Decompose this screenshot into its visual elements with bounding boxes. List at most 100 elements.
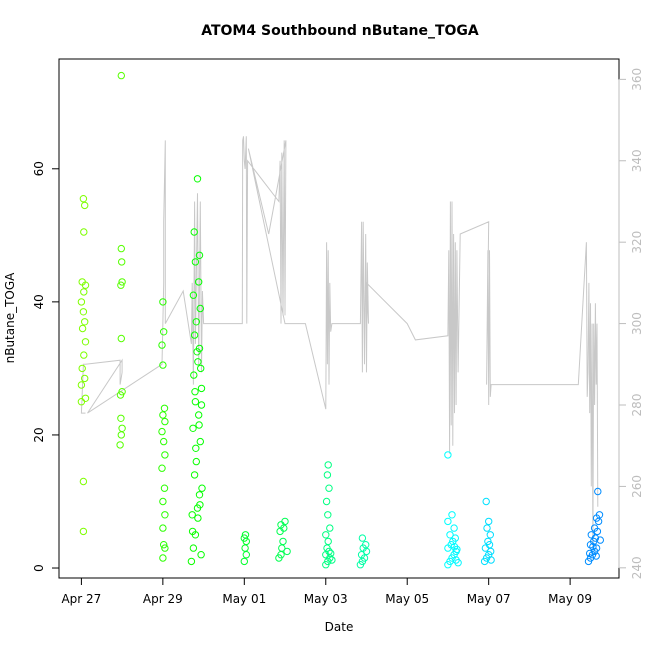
data-point bbox=[357, 551, 366, 559]
data-point bbox=[118, 388, 126, 396]
data-point bbox=[197, 551, 205, 559]
data-point bbox=[322, 531, 330, 539]
data-point bbox=[197, 364, 205, 373]
y-tick-label: 40 bbox=[32, 294, 46, 309]
data-point bbox=[448, 511, 456, 519]
data-point bbox=[161, 451, 169, 459]
data-point bbox=[283, 547, 291, 556]
data-point bbox=[482, 497, 490, 506]
y-right-tick-label: 260 bbox=[630, 475, 644, 498]
data-point bbox=[159, 361, 167, 369]
y-right-tick-label: 240 bbox=[630, 556, 644, 579]
x-tick-label: May 09 bbox=[548, 592, 592, 606]
series-line bbox=[80, 136, 599, 548]
data-point bbox=[322, 497, 331, 506]
data-point bbox=[192, 457, 201, 466]
data-point bbox=[586, 549, 594, 558]
data-point bbox=[190, 371, 198, 379]
data-point bbox=[197, 401, 206, 409]
data-point bbox=[117, 244, 126, 253]
data-point bbox=[161, 544, 169, 552]
data-point bbox=[118, 424, 126, 432]
data-point bbox=[195, 421, 203, 429]
data-point bbox=[78, 364, 86, 373]
data-point bbox=[241, 544, 249, 552]
data-point bbox=[193, 348, 201, 356]
data-point bbox=[324, 461, 332, 469]
x-tick-label: May 03 bbox=[304, 592, 348, 606]
data-point bbox=[160, 437, 168, 446]
data-point bbox=[159, 411, 167, 419]
data-point bbox=[323, 471, 332, 479]
y-right-tick-label: 320 bbox=[630, 231, 644, 254]
data-point bbox=[279, 537, 287, 546]
data-point bbox=[117, 431, 126, 439]
data-point bbox=[190, 471, 199, 479]
data-point bbox=[81, 394, 90, 402]
data-point bbox=[188, 511, 196, 519]
data-point bbox=[161, 511, 169, 519]
x-tick-label: May 05 bbox=[385, 592, 429, 606]
data-point bbox=[117, 414, 125, 422]
data-point bbox=[80, 351, 88, 359]
data-point bbox=[481, 544, 490, 552]
y-axis-label: nButane_TOGA bbox=[3, 272, 17, 364]
y-tick-label: 20 bbox=[32, 427, 46, 442]
data-point bbox=[595, 511, 604, 519]
data-point bbox=[159, 497, 167, 506]
data-point bbox=[80, 288, 88, 296]
data-point bbox=[454, 559, 462, 567]
y-tick-label: 60 bbox=[32, 161, 46, 176]
data-point bbox=[450, 524, 458, 532]
data-point bbox=[77, 298, 86, 306]
x-axis: Apr 27 Apr 29 May 01 May 03 May 05 May 07 May … bbox=[61, 577, 592, 606]
x-axis-label: Date bbox=[325, 620, 354, 634]
data-point bbox=[117, 281, 125, 289]
data-point bbox=[240, 557, 249, 566]
plot-area bbox=[58, 58, 620, 579]
data-point bbox=[117, 71, 126, 80]
data-point bbox=[158, 427, 166, 436]
data-point bbox=[190, 331, 199, 339]
data-point bbox=[160, 484, 169, 492]
data-point bbox=[483, 524, 491, 532]
data-point bbox=[193, 175, 202, 183]
data-point bbox=[596, 536, 604, 544]
data-point bbox=[78, 278, 86, 286]
data-point bbox=[241, 531, 250, 539]
y-tick-label: 0 bbox=[32, 564, 46, 572]
data-point bbox=[159, 524, 167, 532]
line-series bbox=[80, 136, 599, 548]
data-point bbox=[187, 557, 196, 566]
data-point bbox=[328, 556, 336, 564]
data-point bbox=[487, 547, 495, 556]
data-point bbox=[242, 551, 251, 559]
data-point bbox=[589, 543, 597, 551]
data-point bbox=[444, 451, 452, 459]
data-point bbox=[592, 544, 601, 552]
data-point bbox=[191, 258, 200, 266]
data-point bbox=[196, 437, 205, 446]
data-point bbox=[195, 491, 204, 499]
data-point bbox=[161, 417, 169, 426]
scatter-series bbox=[77, 71, 604, 569]
data-point bbox=[116, 441, 124, 449]
data-point bbox=[326, 524, 334, 532]
y-right-tick-label: 280 bbox=[630, 394, 644, 417]
chart-title: ATOM4 Southbound nButane_TOGA bbox=[201, 23, 479, 39]
data-point bbox=[195, 278, 203, 286]
data-point bbox=[196, 304, 205, 313]
data-point bbox=[79, 308, 88, 316]
data-point bbox=[79, 477, 88, 486]
data-point bbox=[324, 537, 332, 546]
data-point bbox=[446, 531, 454, 539]
data-point bbox=[118, 258, 126, 266]
data-point bbox=[80, 228, 88, 236]
y-right-tick-label: 340 bbox=[630, 149, 644, 172]
data-point bbox=[118, 278, 126, 286]
data-point bbox=[79, 527, 88, 536]
data-point bbox=[160, 404, 169, 412]
data-point bbox=[117, 334, 126, 343]
data-point bbox=[78, 324, 87, 333]
